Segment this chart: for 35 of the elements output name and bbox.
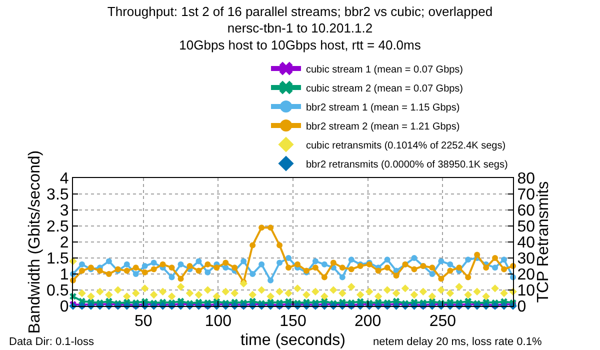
x-tick-label: 50 <box>134 313 152 330</box>
y-tick-label: 1 <box>60 266 69 284</box>
legend-label: cubic stream 1 (mean = 0.07 Gbps) <box>306 64 464 76</box>
x-axis-title: time (seconds) <box>240 332 346 349</box>
legend-label: bbr2 stream 2 (mean = 1.21 Gbps) <box>306 121 460 132</box>
legend-label: bbr2 retransmits (0.0000% of 38950.1K segs) <box>306 159 508 170</box>
x-tick-label: 200 <box>354 313 382 330</box>
y-tick-label: 3 <box>60 202 69 220</box>
y-tick-label: 3.5 <box>46 186 69 204</box>
y-axis-title: Bandwidth (Gbits/second) <box>26 150 44 334</box>
legend-label: cubic stream 2 (mean = 0.07 Gbps) <box>306 83 464 94</box>
y2-tick-label: 10 <box>517 282 536 300</box>
y-tick-label: 2 <box>60 234 69 252</box>
legend-label: cubic retransmits (0.1014% of 2252.4K segs) <box>306 140 506 152</box>
text: netem delay 20 ms, loss rate 0.1% <box>373 336 542 348</box>
x-tick-label: 100 <box>204 313 232 330</box>
y2-tick-label: 70 <box>517 186 536 204</box>
y-tick-label: 4 <box>60 170 69 188</box>
x-tick-label: 150 <box>280 313 306 330</box>
y-tick-label: 0 <box>60 298 69 316</box>
y-tick-label: 2.5 <box>46 218 69 236</box>
y2-tick-label: 30 <box>517 250 536 268</box>
y2-tick-label: 40 <box>517 234 536 252</box>
chart-title: Throughput: 1st 2 of 16 parallel streams; bbr2 vs cubic; overlapped nersc-tbn-1 to 10.201.1.2 10Gbps host to 10Gbps host, rtt = 40.0ms <box>107 4 493 53</box>
text: Data Dir: 0.1-loss <box>9 336 94 348</box>
x-tick-label: 250 <box>429 313 456 330</box>
y2-tick-label: 20 <box>517 266 536 284</box>
y2-tick-label: 50 <box>517 218 536 236</box>
y2-tick-label: 0 <box>517 298 526 316</box>
legend-label: bbr2 stream 1 (mean = 1.15 Gbps) <box>306 102 460 114</box>
y2-tick-label: 60 <box>517 202 536 220</box>
y2-axis-title: TCP Retransmits <box>535 181 552 303</box>
y2-tick-label: 80 <box>517 170 536 188</box>
y-tick-label: 1.5 <box>46 250 69 268</box>
y-tick-label: 0.5 <box>46 282 69 300</box>
